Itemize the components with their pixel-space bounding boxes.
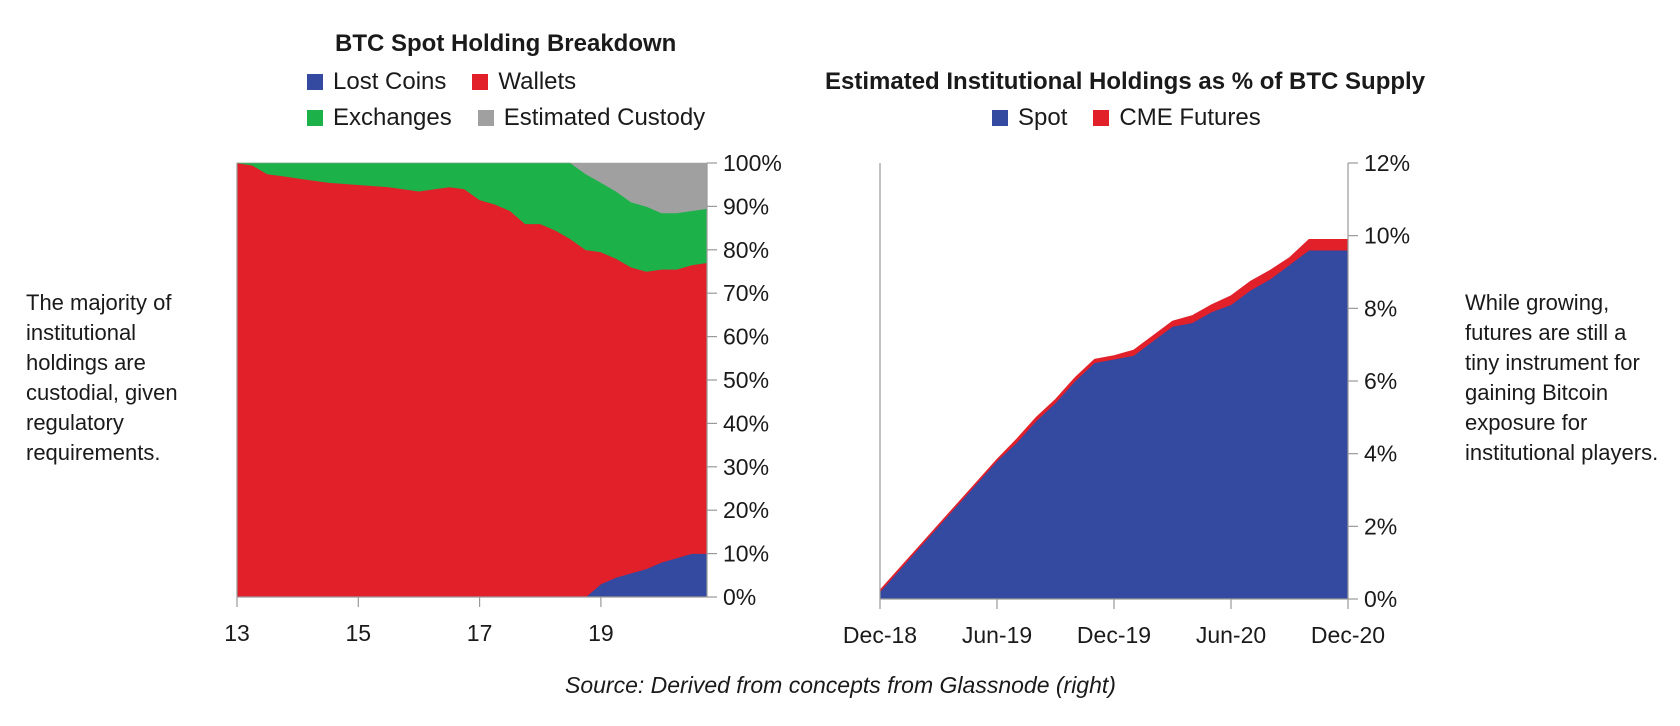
right-annotation: While growing, futures are still a tiny …	[1465, 290, 1659, 465]
right-chart: 0% 2% 4% 6% 8% 10% 12% Dec-18 Jun-19 Dec-19 Jun-20…	[843, 150, 1410, 648]
left-y-tick-label: 80%	[723, 237, 769, 263]
legend-swatch-wallets	[472, 74, 489, 90]
legend-label-cme-futures: CME Futures	[1119, 104, 1261, 131]
left-legend-row-2: Exchanges Estimated Custody	[307, 104, 705, 132]
left-chart-title: BTC Spot Holding Breakdown	[335, 30, 677, 57]
legend-swatch-spot	[992, 110, 1008, 126]
right-y-tick-label: 4%	[1364, 441, 1397, 467]
left-y-tick-label: 60%	[723, 324, 769, 350]
left-annotation: The majority of institutional holdings a…	[26, 290, 178, 465]
right-x-tick-label: Jun-20	[1196, 622, 1266, 648]
right-x-tick-label: Jun-19	[962, 622, 1032, 648]
source-note: Source: Derived from concepts from Glass…	[565, 672, 1116, 698]
legend-label-spot: Spot	[1018, 104, 1068, 131]
right-x-tick-label: Dec-19	[1077, 622, 1151, 648]
legend-label-wallets: Wallets	[498, 68, 577, 95]
legend-lost-coins: Lost Coins	[307, 68, 446, 96]
left-x-tick-label: 17	[467, 620, 493, 646]
legend-swatch-estimated-custody	[477, 110, 494, 126]
legend-wallets: Wallets	[472, 68, 576, 96]
left-x-tick-label: 13	[224, 620, 250, 646]
legend-swatch-lost-coins	[307, 74, 323, 90]
right-chart-title: Estimated Institutional Holdings as % of…	[825, 68, 1426, 95]
right-y-tick-label: 6%	[1364, 368, 1397, 394]
right-area-spot	[879, 249, 1349, 600]
right-y-tick-label: 2%	[1364, 513, 1397, 539]
left-y-tick-label: 90%	[723, 193, 769, 219]
right-x-tick-label: Dec-20	[1311, 622, 1385, 648]
left-y-tick-label: 20%	[723, 497, 769, 523]
left-y-tick-label: 70%	[723, 280, 769, 306]
right-x-tick-label: Dec-18	[843, 622, 917, 648]
legend-spot: Spot	[992, 104, 1067, 132]
right-y-tick-label: 12%	[1364, 150, 1410, 176]
left-y-tick-label: 10%	[723, 541, 769, 567]
right-y-tick-label: 10%	[1364, 223, 1410, 249]
left-y-tick-label: 50%	[723, 367, 769, 393]
left-y-tick-label: 0%	[723, 584, 756, 610]
left-y-tick-label: 100%	[723, 150, 782, 176]
left-legend-row-1: Lost Coins Wallets	[307, 68, 576, 96]
legend-cme-futures: CME Futures	[1093, 104, 1261, 132]
legend-swatch-cme-futures	[1093, 110, 1110, 126]
right-legend: Spot CME Futures	[992, 104, 1261, 132]
legend-label-lost-coins: Lost Coins	[333, 68, 447, 95]
right-y-tick-label: 0%	[1364, 586, 1397, 612]
legend-swatch-exchanges	[307, 110, 323, 126]
left-y-tick-label: 30%	[723, 454, 769, 480]
left-chart: 0% 10% 20% 30% 40% 50% 60% 70% 80% 90% 100% 13 15 17 1…	[224, 150, 782, 646]
left-y-tick-label: 40%	[723, 410, 769, 436]
left-x-tick-label: 15	[345, 620, 371, 646]
legend-label-exchanges: Exchanges	[333, 104, 452, 131]
legend-exchanges: Exchanges	[307, 104, 452, 132]
left-x-tick-label: 19	[588, 620, 614, 646]
right-y-tick-label: 8%	[1364, 295, 1397, 321]
legend-estimated-custody: Estimated Custody	[477, 104, 706, 132]
legend-label-estimated-custody: Estimated Custody	[503, 104, 706, 131]
